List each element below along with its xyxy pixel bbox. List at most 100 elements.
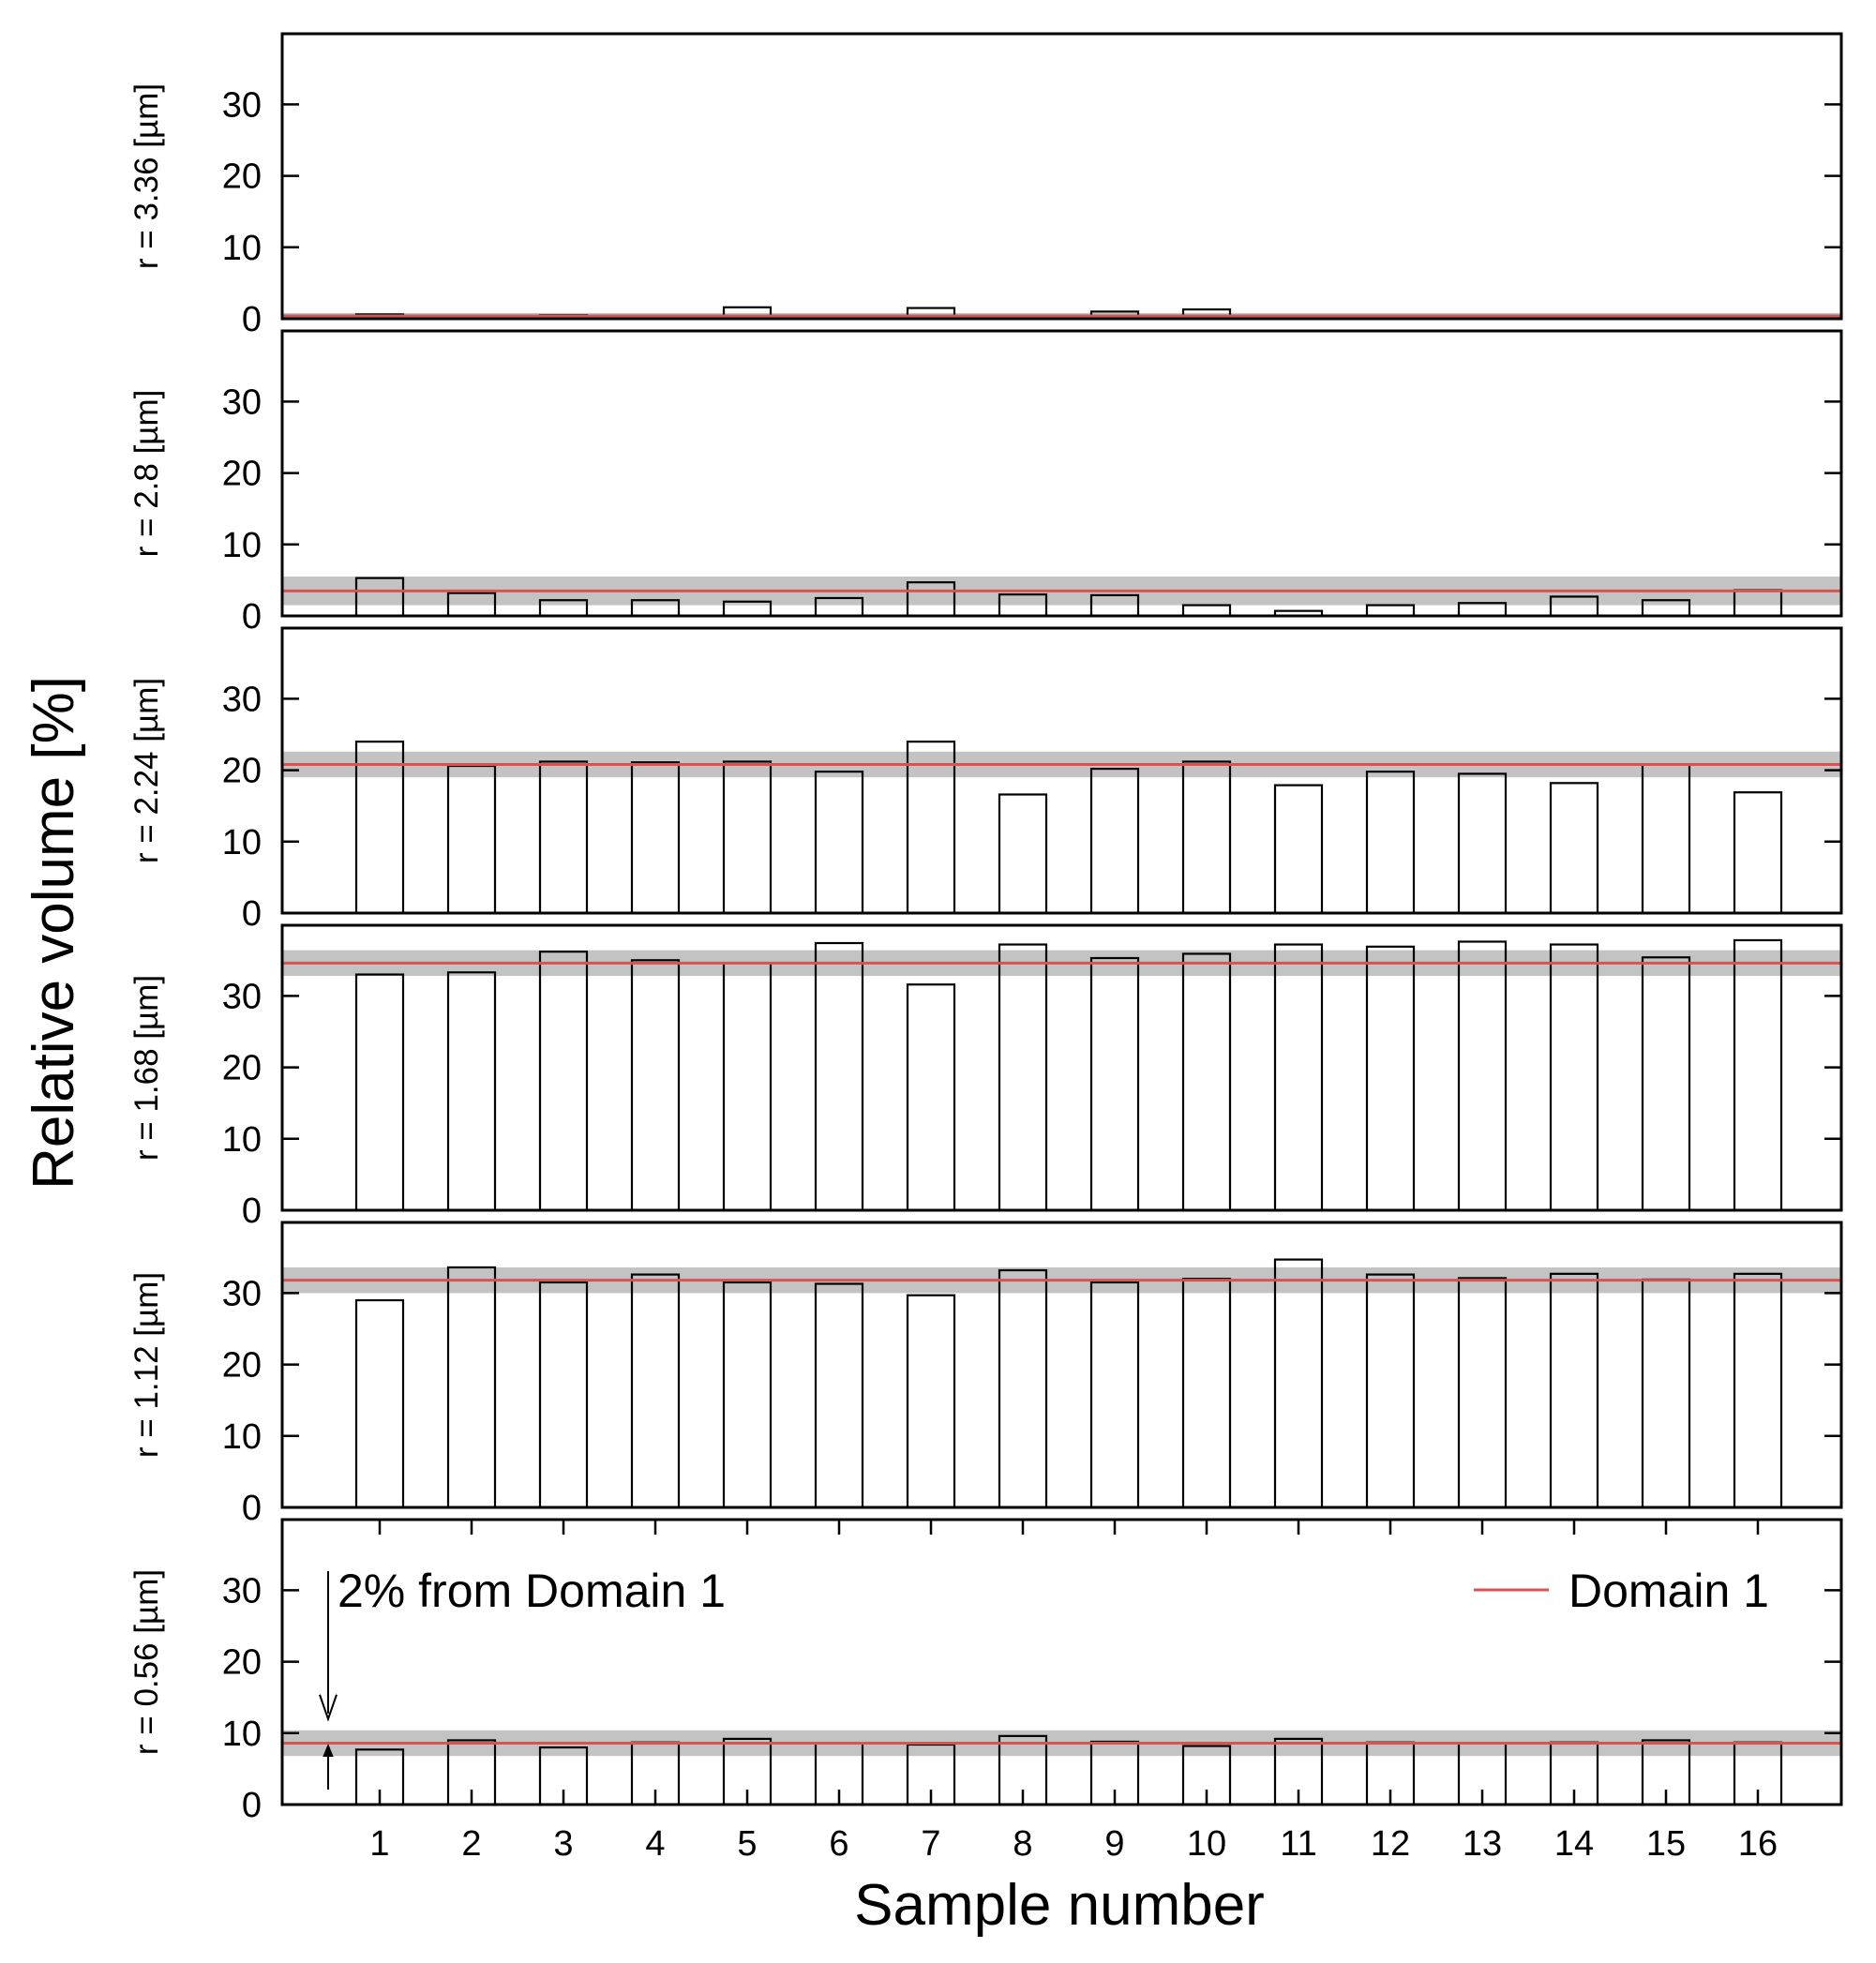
bar — [1181, 604, 1232, 618]
legend-label: Domain 1 — [1568, 1565, 1769, 1617]
bar — [1273, 1258, 1324, 1509]
annotation-arrowhead — [319, 1694, 338, 1722]
x-tick-label: 5 — [737, 1824, 757, 1864]
x-tick-label: 12 — [1371, 1824, 1410, 1864]
x-tick-label: 15 — [1646, 1824, 1686, 1864]
bar — [722, 1281, 773, 1509]
bar — [630, 761, 681, 915]
y-tick-label: 0 — [242, 1191, 262, 1231]
y-tick-label: 30 — [222, 977, 262, 1016]
bar — [538, 760, 589, 915]
bar — [1089, 767, 1140, 915]
x-tick-label: 3 — [553, 1824, 573, 1864]
panel-label: r = 0.56 [µm] — [128, 1569, 165, 1755]
bar — [1457, 1277, 1508, 1509]
y-tick-label: 30 — [222, 382, 262, 422]
y-tick-label: 30 — [222, 680, 262, 719]
bar — [1273, 784, 1324, 915]
x-tick-label: 2 — [461, 1824, 481, 1864]
bar — [722, 760, 773, 915]
y-tick-label: 10 — [222, 1120, 262, 1160]
bar — [1641, 763, 1691, 915]
bar — [1365, 945, 1416, 1212]
bar — [1089, 956, 1140, 1212]
y-tick-label: 0 — [242, 1489, 262, 1528]
x-tick-label: 9 — [1104, 1824, 1124, 1864]
bar — [354, 1298, 405, 1509]
bar — [1549, 782, 1599, 915]
x-tick-label: 16 — [1738, 1824, 1778, 1864]
panel-frame — [280, 1221, 1843, 1509]
panel-frame — [280, 32, 1843, 321]
bar — [1365, 604, 1416, 618]
y-tick-label: 30 — [222, 1274, 262, 1313]
bar — [1549, 943, 1599, 1212]
bar — [1365, 1273, 1416, 1509]
panel-frame — [280, 329, 1843, 618]
y-tick-label: 20 — [222, 455, 262, 494]
y-tick-label: 0 — [242, 597, 262, 637]
bar — [1457, 940, 1508, 1212]
x-tick-label: 4 — [645, 1824, 665, 1864]
bar — [1273, 943, 1324, 1212]
bar — [446, 764, 497, 915]
bar — [722, 962, 773, 1212]
y-tick-label: 10 — [222, 1417, 262, 1457]
y-tick-label: 20 — [222, 752, 262, 791]
y-tick-label: 10 — [222, 823, 262, 862]
bar — [1181, 952, 1232, 1212]
x-tick-label: 1 — [369, 1824, 389, 1864]
bar — [814, 1282, 864, 1509]
x-tick-label: 10 — [1187, 1824, 1226, 1864]
annotation-text: 2% from Domain 1 — [338, 1565, 726, 1617]
panel-label: r = 2.8 [µm] — [128, 390, 165, 558]
x-tick-label: 14 — [1554, 1824, 1594, 1864]
bar — [1181, 1278, 1232, 1509]
y-tick-label: 0 — [242, 300, 262, 339]
y-tick-label: 0 — [242, 894, 262, 934]
y-tick-label: 10 — [222, 526, 262, 565]
bar — [354, 973, 405, 1212]
y-tick-label: 20 — [222, 1643, 262, 1683]
panel-4: 0 10 20 30 r = 1.68 [µm] — [128, 923, 1843, 1231]
bar — [998, 793, 1048, 915]
bar — [1457, 772, 1508, 915]
panel-label: r = 2.24 [µm] — [128, 678, 165, 863]
y-tick-label: 20 — [222, 1346, 262, 1386]
bar — [814, 941, 864, 1212]
bar — [906, 1294, 956, 1509]
bar — [1733, 791, 1783, 915]
bar — [630, 1273, 681, 1509]
panel-frame — [280, 1518, 1843, 1806]
panel-5: 0 10 20 30 r = 1.12 [µm] — [128, 1221, 1843, 1528]
bar — [1549, 1272, 1599, 1509]
y-tick-label: 10 — [222, 229, 262, 268]
bar — [1641, 956, 1691, 1212]
annotation-arrowhead-up — [323, 1744, 334, 1757]
y-axis-title: Relative volume [%] — [22, 676, 86, 1190]
bar — [906, 983, 956, 1212]
x-tick-label: 13 — [1463, 1824, 1502, 1864]
bar — [630, 959, 681, 1212]
panel-2: 0 10 20 30 r = 2.8 [µm] — [128, 329, 1843, 637]
x-axis-title: Sample number — [854, 1873, 1265, 1938]
bar — [1641, 1278, 1691, 1509]
bar — [446, 971, 497, 1212]
bar — [446, 1266, 497, 1509]
x-tick-label: 11 — [1280, 1824, 1316, 1864]
bar — [1089, 1281, 1140, 1509]
bar — [998, 943, 1048, 1212]
y-tick-label: 30 — [222, 85, 262, 125]
y-tick-label: 0 — [242, 1786, 262, 1825]
x-tick-label: 6 — [829, 1824, 848, 1864]
bar — [1365, 771, 1416, 915]
bar — [1181, 760, 1232, 915]
y-tick-label: 10 — [222, 1715, 262, 1754]
y-tick-label: 20 — [222, 1049, 262, 1088]
x-tick-label: 7 — [921, 1824, 940, 1864]
y-tick-label: 30 — [222, 1571, 262, 1611]
panel-label: r = 1.12 [µm] — [128, 1272, 165, 1458]
